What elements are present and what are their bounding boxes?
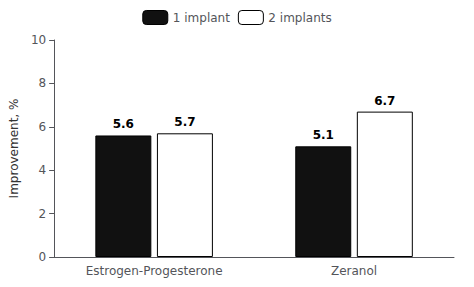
svg-text:Estrogen-Progesterone: Estrogen-Progesterone [86,264,223,278]
svg-text:Improvement, %: Improvement, % [7,99,21,199]
svg-text:10: 10 [31,33,46,47]
svg-text:2 implants: 2 implants [268,11,331,25]
svg-text:1 implant: 1 implant [173,11,230,25]
svg-text:6.7: 6.7 [374,94,395,108]
svg-text:8: 8 [39,76,47,90]
svg-text:0: 0 [39,250,47,264]
svg-text:6: 6 [39,120,47,134]
svg-text:2: 2 [39,207,47,221]
svg-text:4: 4 [39,163,47,177]
svg-text:Zeranol: Zeranol [331,264,377,278]
svg-text:5.7: 5.7 [174,115,195,129]
svg-text:5.1: 5.1 [313,128,334,142]
svg-text:5.6: 5.6 [113,117,134,131]
